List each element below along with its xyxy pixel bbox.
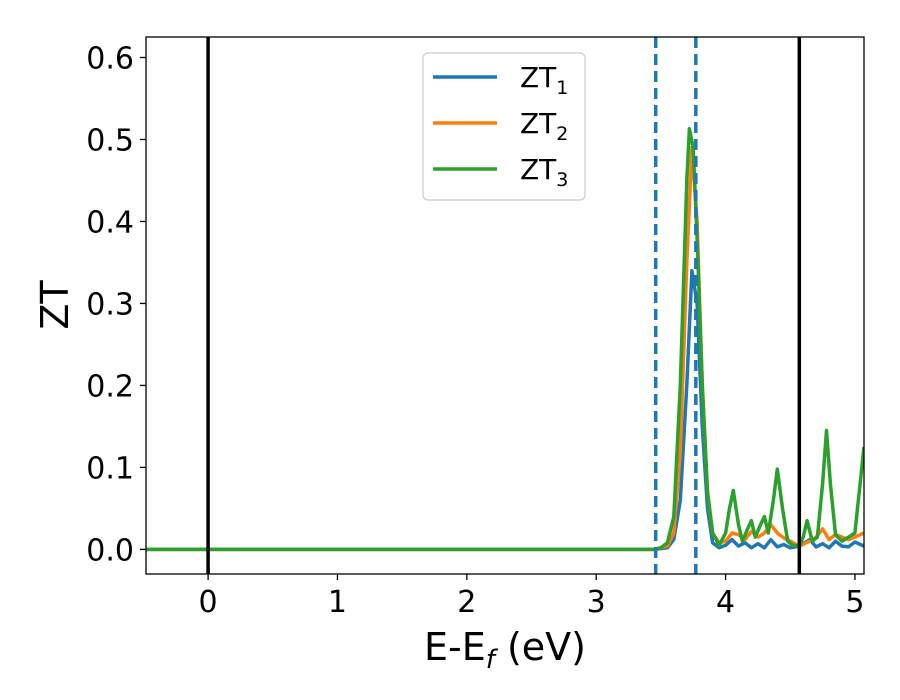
legend: ZT1 ZT2 ZT3	[422, 52, 586, 201]
x-tick-label-2: 2	[457, 585, 476, 620]
y-tick-label-1: 0.1	[86, 451, 134, 486]
series-line-zt1	[146, 268, 864, 552]
series-line-zt3	[146, 127, 864, 552]
y-tick-label-4: 0.4	[86, 205, 134, 240]
x-tick-label-5: 5	[845, 585, 864, 620]
x-tick-label-0: 0	[199, 585, 218, 620]
y-tick-label-6: 0.6	[86, 41, 134, 76]
legend-box	[422, 52, 586, 201]
x-axis: 0 1 2 3 4 5	[199, 574, 864, 620]
legend-label-zt2: ZT2	[520, 107, 568, 145]
legend-label-zt3: ZT3	[520, 153, 568, 191]
y-axis: 0.0 0.1 0.2 0.3 0.4 0.5 0.6	[86, 41, 146, 568]
y-axis-title: ZT	[33, 280, 77, 330]
legend-label-zt1: ZT1	[520, 61, 568, 99]
series-line-zt2	[146, 145, 864, 552]
x-tick-label-4: 4	[716, 585, 735, 620]
y-tick-label-3: 0.3	[86, 287, 134, 322]
x-axis-title: E-Ef (eV)	[424, 625, 586, 675]
x-axis-title-main: E-E	[424, 625, 486, 669]
x-tick-label-3: 3	[587, 585, 606, 620]
x-axis-title-unit: (eV)	[495, 625, 586, 669]
y-tick-label-0: 0.0	[86, 533, 134, 568]
plot-frame	[145, 36, 865, 575]
y-tick-label-2: 0.2	[86, 369, 134, 404]
x-tick-label-1: 1	[328, 585, 347, 620]
plot-layer	[146, 37, 864, 574]
y-tick-label-5: 0.5	[86, 123, 134, 158]
